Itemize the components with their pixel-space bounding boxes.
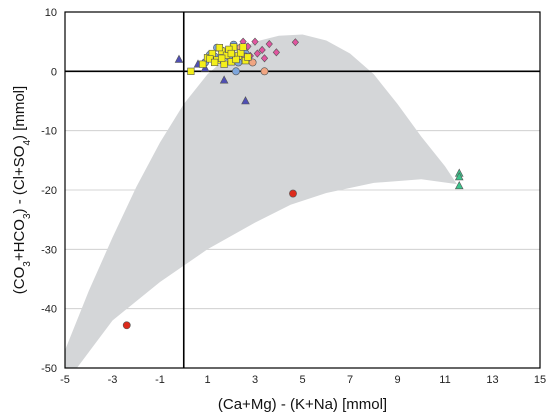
data-point-square	[237, 49, 245, 57]
data-point-diamond	[260, 54, 269, 63]
x-tick-label: 13	[486, 374, 498, 386]
x-tick-labels: -5 -3 -1 1 3 5 7 9 11 13 15	[60, 374, 546, 386]
data-point-square	[244, 53, 252, 61]
data-point-triangle	[454, 181, 464, 190]
x-tick-label: -3	[108, 374, 118, 386]
y-tick-label: -30	[41, 244, 57, 256]
y-tick-label: -10	[41, 126, 57, 138]
y-axis-title-segment: ) - (Cl+SO	[11, 146, 28, 214]
y-axis-title-segment: ) [mmol]	[11, 86, 28, 140]
x-tick-label: -1	[155, 374, 165, 386]
x-tick-label: -5	[60, 374, 70, 386]
y-tick-labels: -50 -40 -30 -20 -10 0 10	[41, 7, 57, 375]
data-point-square	[220, 60, 228, 68]
y-axis-title-subscript: 3	[22, 213, 33, 219]
gray-envelope-area	[65, 34, 457, 368]
data-point-circle	[232, 67, 240, 76]
data-point-diamond	[265, 39, 273, 49]
reference-lines	[65, 12, 540, 368]
data-point-triangle	[174, 54, 184, 63]
x-axis-title: (Ca+Mg) - (K+Na) [mmol]	[218, 396, 387, 413]
y-axis-title-segment: +HCO	[11, 219, 28, 261]
y-axis-title-subscript: 4	[22, 140, 33, 146]
data-point-diamond	[258, 45, 266, 55]
y-axis-title: (CO3+HCO3) - (Cl+SO4) [mmol]	[11, 86, 33, 294]
data-point-triangle	[241, 96, 250, 105]
data-points	[122, 37, 464, 330]
x-tick-label: 9	[394, 374, 400, 386]
x-tick-label: 3	[252, 374, 258, 386]
data-point-square	[215, 43, 223, 52]
data-point-diamond	[272, 48, 280, 57]
data-point-diamond	[291, 38, 299, 47]
plot-frame	[64, 11, 541, 369]
data-point-square	[227, 49, 235, 58]
y-axis-title-segment: (CO	[11, 267, 28, 295]
data-point-triangle	[219, 75, 229, 84]
data-point-square	[239, 43, 247, 51]
data-point-circle	[260, 67, 269, 76]
x-tick-label: 5	[299, 374, 305, 386]
y-axis-title-subscript: 3	[22, 261, 33, 267]
data-point-square	[218, 54, 226, 62]
data-point-triangle	[454, 172, 464, 181]
data-point-square	[187, 67, 195, 75]
y-tick-label: -50	[41, 363, 57, 375]
x-tick-label: 15	[534, 374, 546, 386]
data-point-circle	[122, 321, 131, 330]
x-tick-label: 11	[439, 374, 450, 386]
y-tick-label: 10	[45, 7, 57, 19]
data-point-diamond	[251, 37, 259, 46]
y-tick-label: -40	[41, 304, 57, 316]
y-tick-label: 0	[51, 66, 57, 78]
data-point-square	[199, 60, 207, 68]
data-point-square	[211, 58, 219, 67]
x-tick-label: 7	[347, 374, 353, 386]
data-point-square	[232, 55, 240, 64]
x-tick-label: 1	[204, 374, 210, 386]
y-tick-label: -20	[41, 185, 57, 197]
data-point-circle	[289, 189, 297, 198]
data-point-diamond	[253, 49, 261, 58]
